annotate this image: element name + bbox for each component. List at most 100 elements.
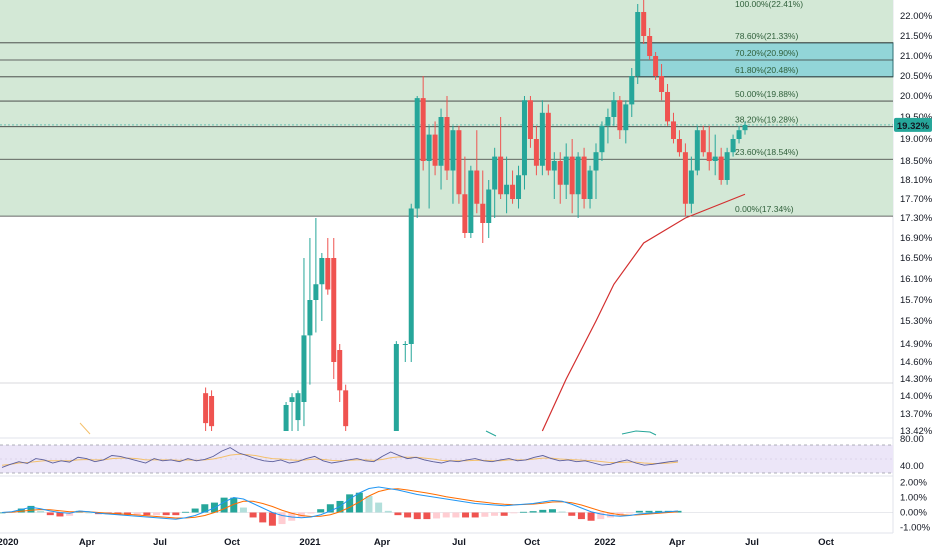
indicator-fragment [485,430,497,437]
candle-body [408,208,414,344]
candle-body [438,117,444,166]
price-tick-label: 15.30% [900,316,932,327]
macd-histogram-bar [326,504,334,513]
macd-histogram-bar [626,512,634,514]
macd-histogram-bar [365,496,373,513]
candle-body [289,397,295,402]
macd-histogram-bar [597,512,605,520]
candle-body [295,393,301,421]
candle-body [313,284,319,300]
candle-body [444,117,450,171]
macd-histogram-bar [162,512,170,516]
macd-histogram-bar [66,512,74,516]
macd-histogram-bar [46,512,54,516]
macd-histogram-bar [384,510,392,513]
candle-body [670,121,676,139]
candle-body [629,76,635,105]
fib-level-label: 61.80%(20.48%) [735,65,798,75]
candle-body [688,170,694,204]
candle-body [474,170,480,204]
macd-histogram-bar [17,508,25,513]
candle-body [569,156,575,195]
price-tick-label: 13.70% [900,409,932,420]
candle-body [486,189,492,223]
macd-tick-label: 2.00% [900,478,927,489]
macd-histogram-bar [423,512,431,520]
fib-level-label: 78.60%(21.33%) [735,31,798,41]
candle-body [682,152,688,204]
macd-histogram-bar [307,512,315,514]
candle-body [331,258,337,362]
time-tick-label: 2021 [299,537,321,548]
candle-body [730,139,736,153]
macd-histogram-bar [153,512,161,516]
candle-body [611,100,617,117]
macd-histogram-bar [239,507,247,513]
fib-level-label: 100.00%(22.41%) [735,0,803,9]
macd-histogram-bar [278,512,286,525]
macd-histogram-bar [442,512,450,518]
price-tick-label: 18.50% [900,156,932,167]
macd-tick-label: 0.00% [900,508,927,519]
time-tick-label: Jul [153,537,167,548]
candle-body [718,156,724,180]
candle-body [420,98,426,161]
price-tick-label: 16.90% [900,233,932,244]
macd-histogram-bar [558,511,566,513]
time-tick-label: Oct [818,537,835,548]
time-tick-label: 2020 [0,537,19,548]
time-tick-label: Jul [745,537,759,548]
macd-histogram-bar [674,510,682,513]
candle-body [343,390,349,427]
macd-histogram-bar [230,497,238,513]
candle-body [527,100,533,139]
macd-histogram-bar [471,512,479,518]
price-tick-label: 20.50% [900,71,932,82]
price-tick-label: 14.60% [900,357,932,368]
macd-tick-label: 1.00% [900,493,927,504]
macd-histogram-bar [404,512,412,518]
time-tick-label: Apr [374,537,391,548]
fib-level-label: 0.00%(17.34%) [735,204,794,214]
price-tick-label: 22.00% [900,11,932,22]
fib-level-label: 38.20%(19.28%) [735,115,798,125]
macd-histogram-bar [635,510,643,513]
macd-histogram-bar [375,502,383,513]
candle-body [724,152,730,180]
macd-histogram-bar [355,492,363,513]
macd-histogram-bar [481,512,489,517]
candle-body [492,156,498,190]
macd-histogram-bar [220,497,228,513]
candle-body [635,12,641,76]
time-tick-label: 2022 [594,537,615,548]
fib-level-label: 23.60%(18.54%) [735,147,798,157]
macd-histogram-bar [452,512,460,518]
candle-body [450,130,456,171]
macd-histogram-bar [433,512,441,519]
macd-histogram-bar [519,511,527,513]
price-tick-label: 20.00% [900,91,932,102]
current-price-tag [894,117,932,132]
fib-level-label: 50.00%(19.88%) [735,89,798,99]
price-tick-label: 15.70% [900,295,932,306]
rsi-tick-label: 40.00 [900,461,924,472]
rsi-line [1,447,679,468]
price-tick-label: 17.30% [900,213,932,224]
fib-level-label: 70.20%(20.90%) [735,48,798,58]
macd-histogram-bar [172,512,180,516]
macd-histogram-bar [143,512,151,516]
candle-body [325,258,331,290]
candle-body [504,184,510,195]
macd-histogram-bar [56,512,64,517]
candle-body [694,130,700,171]
candle-body [432,134,438,166]
candle-body [647,36,653,56]
candle-body [533,139,539,166]
price-tick-label: 16.50% [900,253,932,264]
macd-histogram-bar [606,512,614,518]
candle-body [653,56,659,76]
candle-body [468,170,474,233]
candle-body [539,112,545,166]
macd-histogram-bar [645,510,653,513]
candle-body [676,139,682,153]
